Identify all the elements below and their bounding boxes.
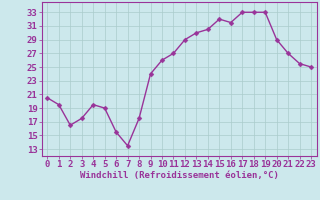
X-axis label: Windchill (Refroidissement éolien,°C): Windchill (Refroidissement éolien,°C) [80, 171, 279, 180]
